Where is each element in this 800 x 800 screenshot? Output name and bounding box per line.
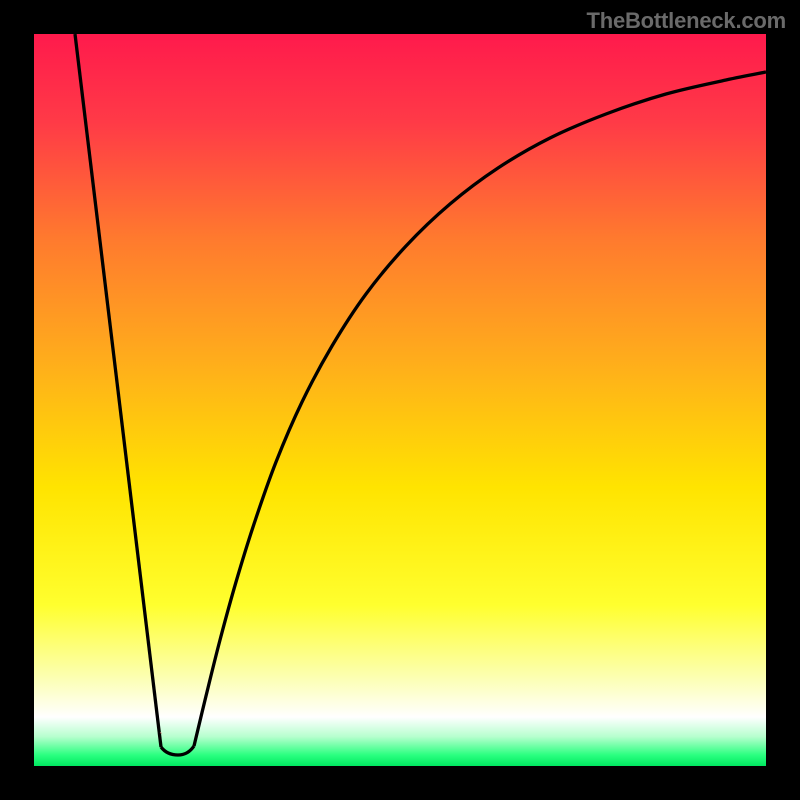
curve-left-descent	[75, 34, 161, 747]
chart-curves	[34, 34, 766, 766]
chart-plot-area	[34, 34, 766, 766]
watermark-label: TheBottleneck.com	[586, 8, 786, 34]
curve-right-ascent	[194, 72, 766, 746]
optimal-point-marker	[153, 732, 199, 764]
